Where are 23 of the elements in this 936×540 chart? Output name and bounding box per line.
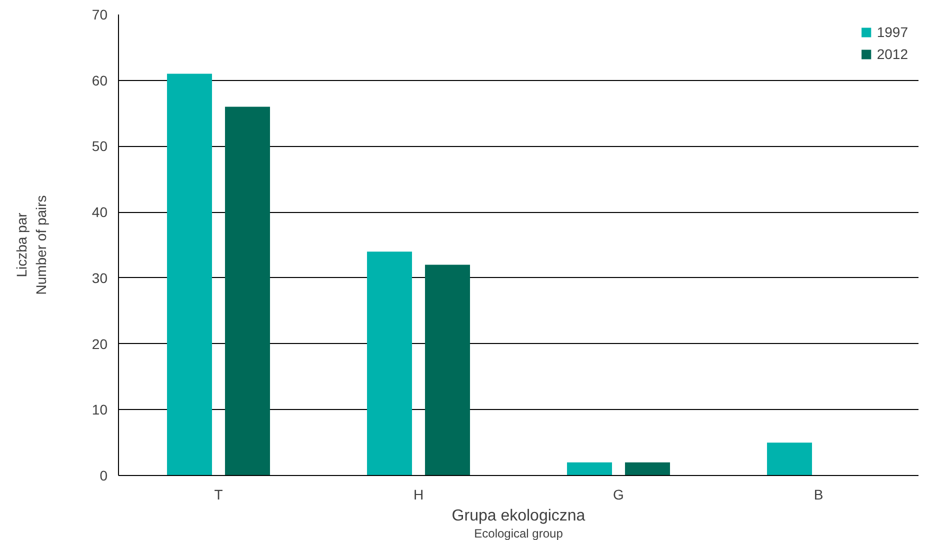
x-axis-title: Grupa ekologiczna Ecological group — [452, 508, 586, 540]
bar — [367, 252, 412, 476]
bar — [425, 264, 470, 476]
y-tick-label: 40 — [92, 204, 108, 220]
y-tick-label: 10 — [92, 402, 108, 418]
y-tick-label: 0 — [100, 468, 108, 484]
bar — [225, 106, 270, 476]
y-tick-label: 20 — [92, 336, 108, 352]
bar — [167, 74, 212, 476]
legend-label: 2012 — [876, 46, 908, 62]
y-tick-label: 60 — [92, 72, 108, 88]
y-axis-title: Liczba par Number of pairs — [14, 195, 49, 295]
x-tick-label: T — [214, 486, 224, 502]
y-tick-label: 30 — [92, 270, 108, 286]
bar — [767, 442, 812, 476]
x-tick-label: G — [613, 486, 624, 502]
bar — [567, 462, 612, 476]
y-tick-label: 50 — [92, 138, 108, 154]
y-tick-label: 70 — [92, 6, 108, 22]
legend-label: 1997 — [876, 24, 908, 40]
x-tick-label: H — [413, 486, 424, 502]
bar — [625, 462, 670, 476]
x-tick-label: B — [814, 486, 824, 502]
